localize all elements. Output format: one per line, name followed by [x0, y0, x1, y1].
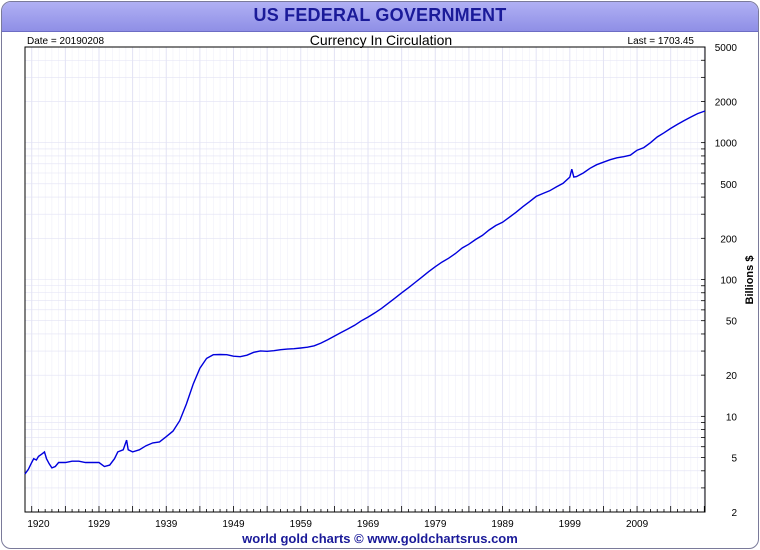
x-tick-label: 2009 [626, 519, 649, 530]
y-tick-label: 1000 [715, 139, 738, 150]
x-tick-label: 1989 [491, 519, 514, 530]
y-tick-label: 200 [720, 234, 737, 245]
y-tick-label: 10 [726, 412, 738, 423]
y-tick-label: 5 [731, 454, 737, 465]
chart-title: Currency In Circulation [310, 32, 452, 48]
y-tick-label: 2 [731, 508, 737, 519]
y-tick-label: 50 [726, 317, 738, 328]
x-tick-label: 1949 [222, 519, 245, 530]
x-tick-label: 1969 [357, 519, 380, 530]
series-line [24, 110, 706, 475]
title-banner: US FEDERAL GOVERNMENT [2, 2, 758, 32]
axis-ticks [24, 46, 705, 513]
x-tick-label: 1920 [27, 519, 50, 530]
x-tick-label: 1999 [559, 519, 582, 530]
y-tick-label: 100 [720, 276, 737, 287]
y-axis-label: Billions $ [744, 256, 756, 305]
x-tick-label: 1959 [290, 519, 313, 530]
banner-title: US FEDERAL GOVERNMENT [253, 5, 507, 25]
x-tick-labels: 1920 1929 1939 1949 1959 1969 1979 1989 1999 2009 [27, 519, 648, 530]
x-tick-label: 1939 [155, 519, 178, 530]
footer-credit: world gold charts © www.goldchartsrus.co… [241, 531, 518, 546]
date-label: Date = 20190208 [27, 36, 104, 47]
y-tick-label: 500 [720, 180, 737, 191]
y-tick-label: 5000 [715, 43, 738, 54]
grid [24, 46, 705, 513]
x-tick-label: 1979 [424, 519, 447, 530]
last-value-label: Last = 1703.45 [628, 36, 695, 47]
y-tick-labels: 5000 2000 1000 500 200 100 50 20 10 5 2 [715, 43, 738, 519]
y-tick-label: 20 [726, 371, 738, 382]
y-tick-label: 2000 [715, 97, 738, 108]
x-tick-label: 1929 [88, 519, 111, 530]
